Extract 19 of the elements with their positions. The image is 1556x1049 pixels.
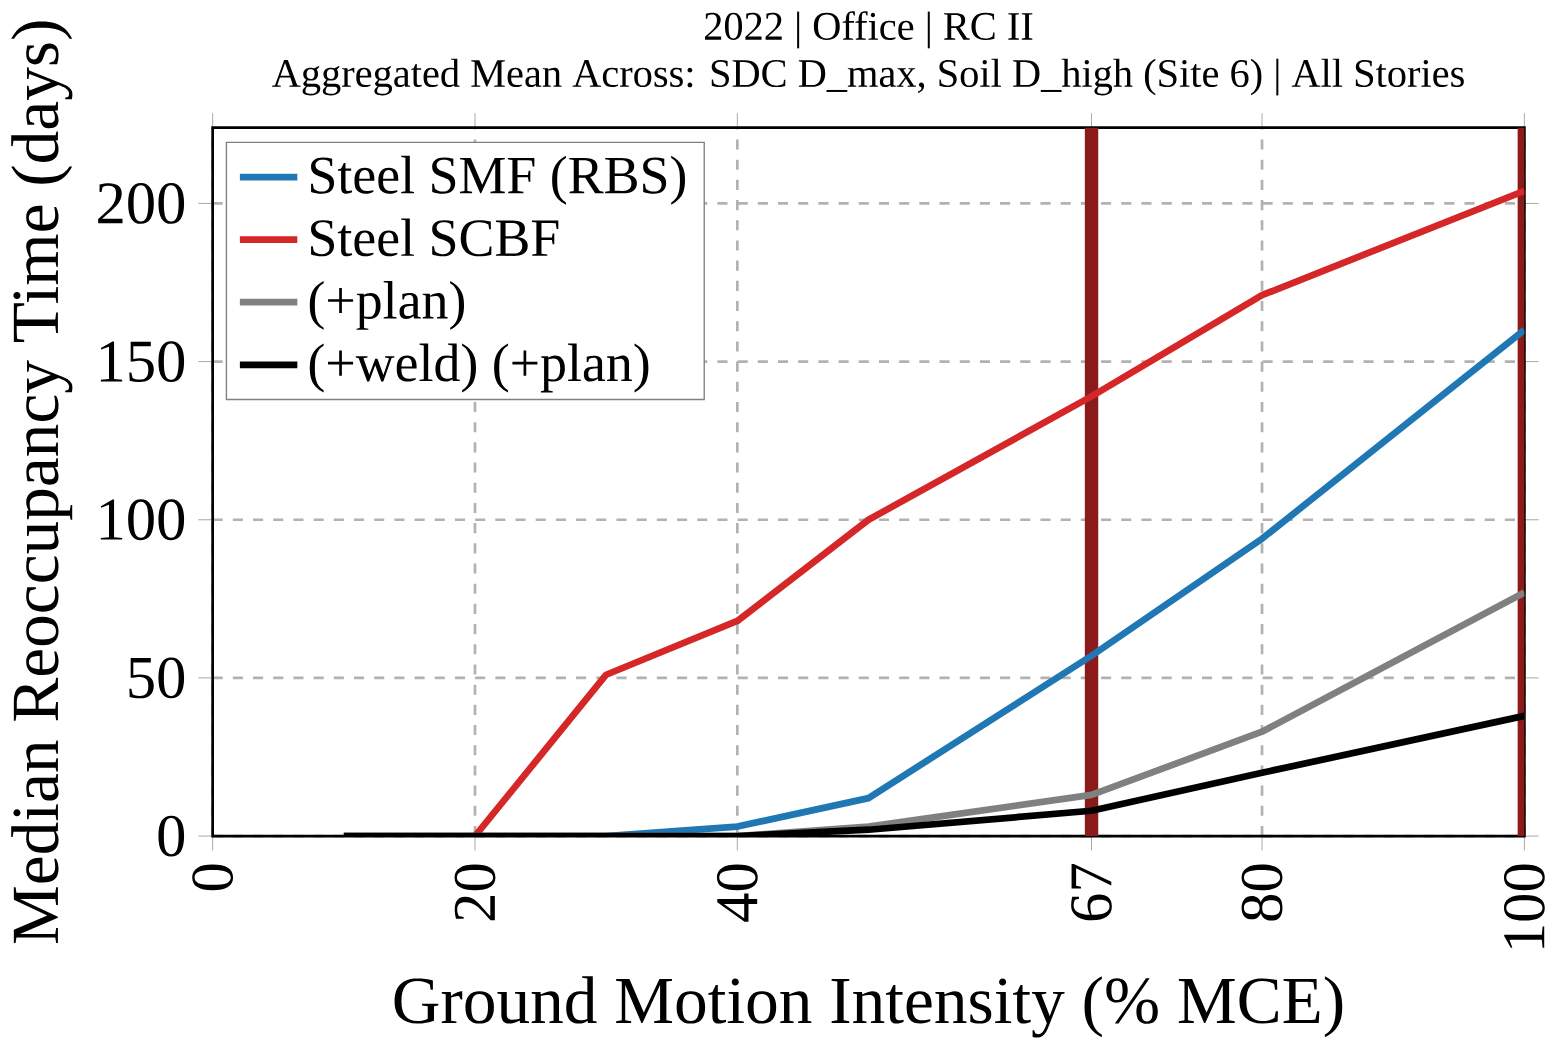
y-tick-label: 150	[100, 341, 185, 383]
x-axis-title: Ground Motion Intensity (% MCE)	[394, 976, 1343, 1038]
legend-label: (+weld) (+plan)	[309, 343, 649, 393]
x-tick-label: 67	[1071, 864, 1112, 921]
x-tick-label: 100	[1503, 864, 1545, 948]
legend-label: Steel SMF (RBS)	[311, 155, 686, 205]
y-tick-label: 100	[100, 499, 185, 541]
chart-subtitle: Aggregated Mean Across: SDC D_max, Soil D_high (Site 6) | All Stories	[272, 58, 1464, 96]
x-tick-label: 0	[192, 864, 234, 891]
x-tick-label: 40	[716, 864, 758, 922]
y-axis-title: Median Reoccupancy Time (days)	[11, 21, 73, 944]
y-tick-label: 50	[129, 657, 185, 699]
x-tick-label: 80	[1241, 864, 1283, 921]
y-tick-label: 200	[98, 183, 185, 225]
x-tick-label: 20	[454, 864, 496, 921]
legend-label: (+plan)	[309, 281, 465, 330]
legend-label: Steel SCBF	[311, 218, 559, 257]
chart-title: 2022 | Office | RC II	[705, 11, 1033, 49]
y-tick-label: 0	[158, 815, 185, 857]
